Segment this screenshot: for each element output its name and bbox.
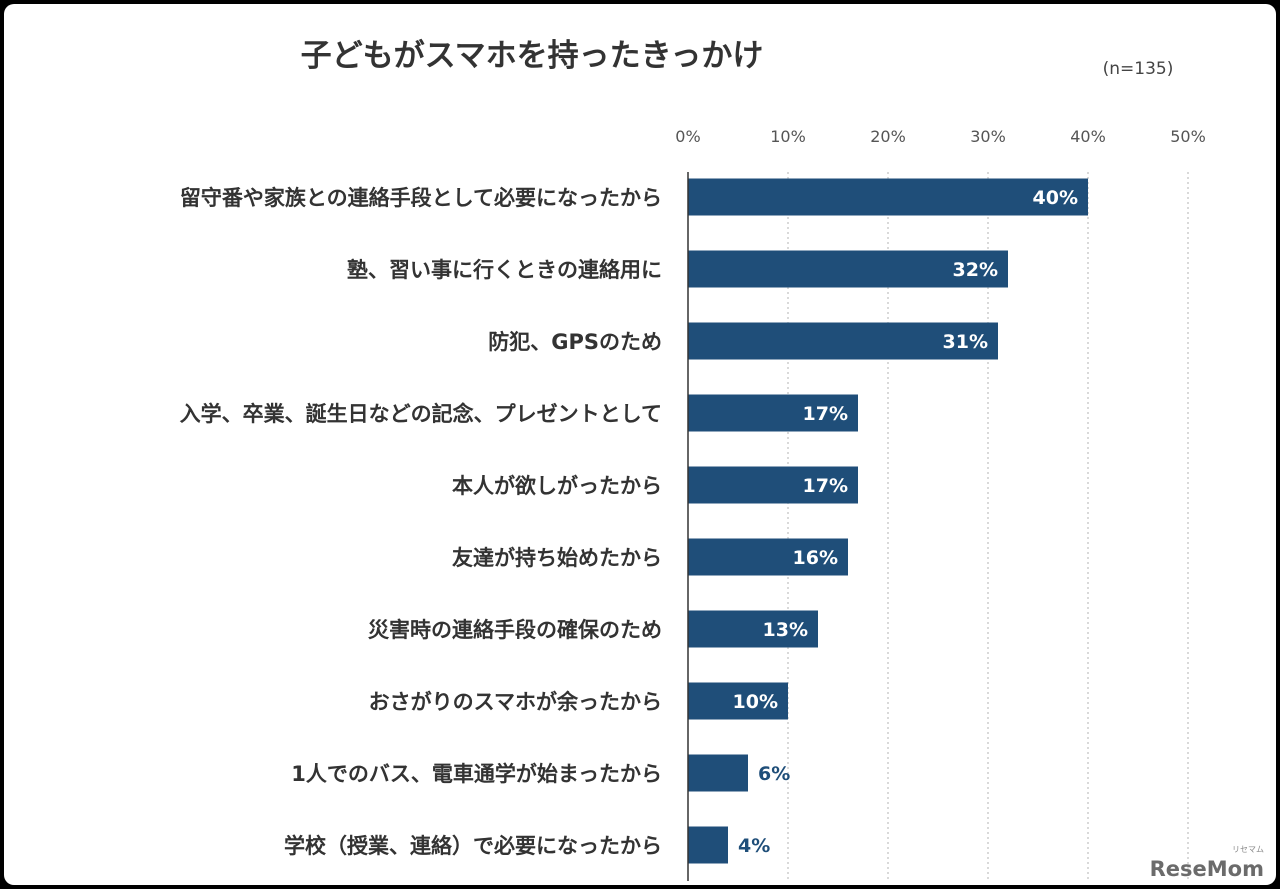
bar [688,826,728,864]
data-label: 13% [763,619,808,641]
sample-size-note: (n=135) [1103,59,1174,79]
value-labels: 40% 32% 31% 17% 17% 16% 13% 10% 6% 4% [733,187,1078,857]
bar [688,538,848,576]
category-label: 入学、卒業、誕生日などの記念、プレゼントとして [180,402,662,426]
data-label: 10% [733,691,778,713]
chart-title: 子どもがスマホを持ったきっかけ [301,38,764,74]
data-label: 4% [738,835,770,857]
bar [688,682,788,720]
category-labels: 留守番や家族との連絡手段として必要になったから塾、習い事に行くときの連絡用に防犯… [180,186,662,858]
grid-lines [787,172,1189,881]
bar [688,322,998,360]
bar [688,250,1008,288]
chart-card: 子どもがスマホを持ったきっかけ (n=135) 0% 10% 20% 30% 40% 50… [4,4,1276,885]
data-label: 17% [803,475,848,497]
category-label: 塾、習い事に行くときの連絡用に [347,258,662,282]
logo-text: ReseMom [1150,857,1264,881]
data-label: 17% [803,403,848,425]
x-tick-label: 40% [1070,127,1106,146]
category-label: 防犯、GPSのため [488,330,662,354]
x-tick-label: 30% [970,127,1006,146]
resemom-logo: ReseMom リセマム [1150,845,1264,881]
bar [688,466,858,504]
data-label: 32% [953,259,998,281]
bar-chart: 子どもがスマホを持ったきっかけ (n=135) 0% 10% 20% 30% 40% 50… [180,38,1264,881]
data-label: 16% [793,547,838,569]
bar [688,178,1088,216]
x-tick-label: 0% [675,127,700,146]
category-label: 学校（授業、連絡）で必要になったから [284,834,662,858]
bar [688,754,748,792]
data-label: 6% [758,763,790,785]
x-axis-ticks: 0% 10% 20% 30% 40% 50% [675,127,1205,146]
category-label: 留守番や家族との連絡手段として必要になったから [180,186,662,210]
bar [688,610,818,648]
bars [688,178,1088,864]
data-label: 40% [1033,187,1078,209]
category-label: 災害時の連絡手段の確保のため [368,618,662,642]
bar [688,394,858,432]
x-tick-label: 50% [1170,127,1206,146]
category-label: 本人が欲しがったから [452,474,662,498]
x-tick-label: 20% [870,127,906,146]
x-tick-label: 10% [770,127,806,146]
category-label: 友達が持ち始めたから [452,546,662,570]
category-label: おさがりのスマホが余ったから [369,690,662,714]
logo-kana: リセマム [1232,845,1264,854]
category-label: 1人でのバス、電車通学が始まったから [291,762,662,786]
data-label: 31% [943,331,988,353]
